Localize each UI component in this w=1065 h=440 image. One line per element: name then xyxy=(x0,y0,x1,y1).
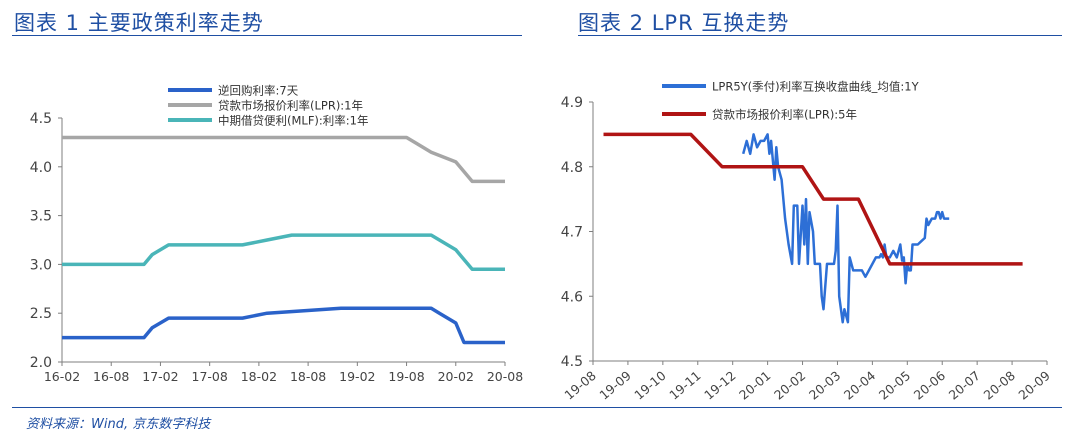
x-tick-label: 20-02 xyxy=(771,368,808,403)
series-line-1 xyxy=(741,133,950,324)
y-tick-label: 4.6 xyxy=(561,289,583,305)
x-tick-label: 20-03 xyxy=(806,368,843,403)
x-tick-label: 19-08 xyxy=(561,368,599,403)
x-tick-label: 19-12 xyxy=(701,368,738,403)
figure1-title: 图表 1 主要政策利率走势 xyxy=(14,11,264,35)
chart-lpr-swap: 4.5 4.6 4.7 4.8 4.9 19-0819-0919-1019-1119-12… xyxy=(561,80,1053,403)
y-tick-label: 2.5 xyxy=(30,306,52,322)
series-line-2 xyxy=(62,135,505,184)
x-tick-label: 17-02 xyxy=(142,369,178,384)
y-tick-label: 4.9 xyxy=(561,95,583,111)
legend-label-3: 中期借贷便利(MLF):利率:1年 xyxy=(218,114,368,128)
x-tick-label: 20-08 xyxy=(487,369,523,384)
legend-label-1: LPR5Y(季付)利率互换收盘曲线_均值:1Y xyxy=(712,80,920,94)
x-tick-label: 19-10 xyxy=(631,368,669,403)
x-tick-label: 20-02 xyxy=(438,369,474,384)
y-tick-label: 4.5 xyxy=(561,354,583,370)
y-tick-label: 4.7 xyxy=(561,225,583,241)
figure2-title-rule xyxy=(578,35,1062,36)
x-tick-label: 20-05 xyxy=(876,368,913,403)
y-tick-label: 3.0 xyxy=(30,257,52,273)
chart-policy-rates: 2.0 2.5 3.0 3.5 4.0 4.5 16-02 16-08 17-02 17-08 18… xyxy=(30,84,523,385)
x-tick-label: 20-04 xyxy=(841,368,879,403)
x-tick-label: 19-11 xyxy=(666,368,703,403)
x-tick-label: 20-07 xyxy=(946,368,983,403)
y-tick-label: 3.5 xyxy=(30,209,52,225)
y-tick-label: 2.0 xyxy=(30,355,52,371)
y-tick-label: 4.8 xyxy=(561,160,583,176)
x-tick-label: 20-09 xyxy=(1015,368,1053,403)
legend-label-2: 贷款市场报价利率(LPR):5年 xyxy=(712,108,857,122)
footer-rule xyxy=(12,407,1062,408)
y-tick-label: 4.0 xyxy=(30,160,52,176)
x-tick-label: 20-06 xyxy=(911,368,949,403)
x-tick-label: 19-02 xyxy=(339,369,375,384)
y-tick-label: 4.5 xyxy=(30,111,52,127)
series-line-2 xyxy=(603,132,1023,266)
source-note: 资料来源：Wind, 京东数字科技 xyxy=(26,417,211,432)
x-tick-label: 20-01 xyxy=(736,368,773,403)
x-tick-label: 18-08 xyxy=(290,369,326,384)
figure1-title-rule xyxy=(12,35,522,36)
legend-label-1: 逆回购利率:7天 xyxy=(218,84,299,98)
x-tick-label: 20-08 xyxy=(981,368,1019,403)
x-tick-label: 16-08 xyxy=(93,369,129,384)
series-line-1 xyxy=(62,306,505,345)
x-tick-label: 19-09 xyxy=(596,368,634,403)
series-line-3 xyxy=(62,233,505,272)
x-tick-label: 19-08 xyxy=(388,369,424,384)
legend-label-2: 贷款市场报价利率(LPR):1年 xyxy=(218,99,363,113)
x-tick-label: 18-02 xyxy=(241,369,277,384)
x-tick-label: 16-02 xyxy=(44,369,80,384)
x-tick-label: 17-08 xyxy=(192,369,228,384)
figure2-title: 图表 2 LPR 互换走势 xyxy=(578,11,790,35)
